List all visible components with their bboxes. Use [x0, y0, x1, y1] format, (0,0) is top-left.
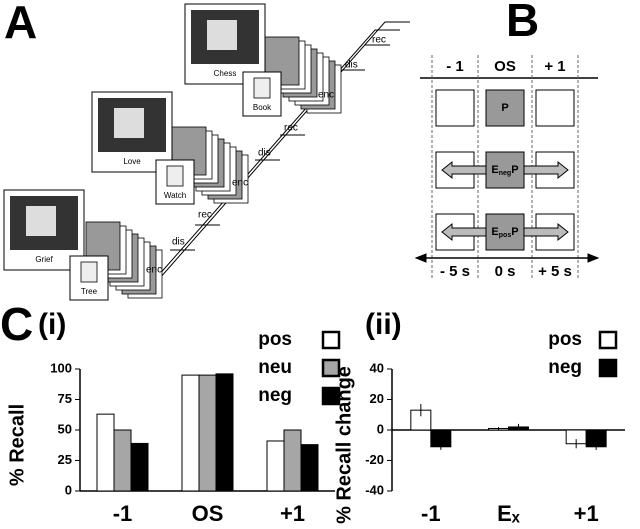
phase-label: enc — [318, 90, 334, 101]
box — [435, 89, 475, 127]
object-label: Watch — [164, 191, 186, 200]
label-part: P — [501, 102, 508, 114]
y-axis-label: % Recall — [6, 404, 28, 486]
label-part: E — [491, 164, 498, 176]
panel-letter: C — [0, 298, 33, 350]
legend-swatch — [598, 330, 618, 350]
bar — [300, 444, 319, 492]
box — [535, 89, 575, 127]
bar — [113, 429, 132, 492]
column-label: OS — [494, 58, 516, 75]
box-label: EposP — [491, 226, 518, 239]
legend-label: pos — [548, 329, 582, 350]
x-tick-label: Eₓ — [497, 501, 521, 526]
panel-sub: (i) — [38, 308, 66, 341]
panel-letter: B — [506, 0, 539, 46]
legend-label: neu — [258, 357, 292, 378]
charts: 0 25 50 75 100 % Recall -1 OS +1 pos neu neg -40 -20 0… — [6, 329, 625, 526]
y-tick-label: -20 — [365, 452, 384, 467]
y-tick-label: 100 — [50, 360, 72, 375]
bar — [181, 374, 200, 492]
y-tick-label: -40 — [365, 482, 384, 497]
bar — [130, 442, 149, 492]
picture — [207, 20, 237, 50]
x-tick-label: OS — [192, 501, 224, 526]
legend-swatch — [321, 386, 341, 406]
label-part: E — [491, 226, 498, 238]
phase-label: dis — [172, 237, 185, 248]
box — [485, 89, 525, 127]
phase-label: rec — [284, 123, 298, 134]
bar — [215, 373, 234, 492]
phase-label: dis — [345, 60, 358, 71]
legend-swatch — [321, 358, 341, 378]
picture — [26, 206, 56, 236]
x-tick-label: +1 — [280, 501, 305, 526]
bar — [198, 374, 217, 492]
legend-label: neg — [548, 357, 582, 378]
y-tick-label: 0 — [377, 421, 384, 436]
y-tick-label: 25 — [58, 452, 72, 467]
legend-label: pos — [258, 329, 292, 350]
panel-letter: A — [4, 0, 37, 48]
picture — [114, 108, 144, 138]
phase-label: enc — [146, 265, 162, 276]
label-part: P — [511, 226, 518, 238]
picture-label: Grief — [35, 255, 53, 264]
y-tick-label: 20 — [370, 391, 384, 406]
phase-label: rec — [198, 210, 212, 221]
time-label: - 5 s — [440, 263, 470, 280]
x-tick-label: -1 — [421, 501, 441, 526]
x-tick-label: -1 — [113, 501, 133, 526]
box — [485, 213, 525, 251]
picture-label: Love — [123, 157, 141, 166]
box — [485, 151, 525, 189]
box-label: P — [501, 102, 508, 114]
y-tick-label: 0 — [65, 482, 72, 497]
object-label: Book — [253, 103, 272, 112]
legend-swatch — [321, 330, 341, 350]
y-tick-label: 75 — [58, 391, 72, 406]
object-label: Tree — [81, 287, 98, 296]
bar — [96, 413, 115, 492]
time-label: 0 s — [495, 263, 516, 280]
object-icon — [166, 165, 184, 187]
column-label: + 1 — [544, 58, 565, 75]
y-axis-label: % Recall change — [333, 366, 355, 524]
label-part: P — [511, 164, 518, 176]
y-tick-label: 50 — [58, 421, 72, 436]
object-icon — [80, 261, 98, 283]
column-label: - 1 — [446, 58, 464, 75]
y-tick-label: 40 — [370, 360, 384, 375]
phase-label: rec — [372, 35, 386, 46]
label-part: pos — [499, 232, 512, 239]
legend-label: neg — [258, 385, 292, 406]
legend-swatch — [598, 358, 618, 378]
phase-label: dis — [258, 148, 271, 159]
bar — [283, 429, 302, 492]
picture-label: Chess — [214, 69, 237, 78]
card-stacks: Chess Book enc dis rec Love Watch enc dis rec Grie… — [3, 3, 386, 301]
box-label: EnegP — [491, 164, 518, 177]
x-tick-label: +1 — [574, 501, 599, 526]
bar — [266, 440, 285, 492]
phase-label: enc — [232, 178, 248, 189]
time-label: + 5 s — [538, 263, 572, 280]
object-icon — [253, 77, 271, 99]
label-part: neg — [499, 170, 511, 177]
panel-sub: (ii) — [365, 308, 402, 341]
